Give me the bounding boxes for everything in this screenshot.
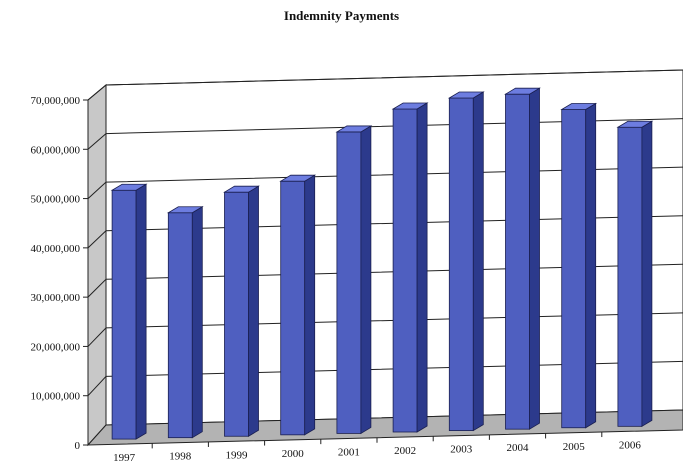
bar-side	[641, 120, 653, 428]
gridlines	[87, 69, 683, 397]
bar-top	[447, 91, 485, 99]
bar	[110, 183, 148, 440]
bar-top	[166, 206, 204, 214]
bar-top	[560, 103, 598, 110]
y-tick-label: 20,000,000	[31, 341, 81, 353]
bar-side	[529, 87, 540, 430]
y-axis-ticks: 0 10,000,000 20,000,000 30,000,000 40,000,00…	[31, 95, 88, 452]
y-tick-label: 40,000,000	[31, 243, 81, 255]
gridline	[87, 166, 683, 199]
bar-front	[336, 131, 362, 434]
bar-front	[111, 189, 137, 440]
gridline	[87, 215, 683, 249]
bar-side	[360, 125, 372, 435]
bar-top	[223, 185, 260, 193]
bar-front	[617, 126, 643, 427]
bar	[560, 102, 598, 429]
chart-title: Indemnity Payments	[283, 8, 400, 23]
bar	[279, 174, 317, 436]
bar-front	[448, 97, 474, 431]
x-tick-label: 2004	[507, 442, 530, 454]
y-tick-label: 10,000,000	[31, 391, 81, 403]
bar-front	[561, 109, 587, 429]
gridline	[87, 312, 683, 347]
y-tick-label: 70,000,000	[31, 95, 81, 107]
bar-front	[280, 180, 306, 436]
side-wall	[87, 83, 107, 447]
bar	[335, 125, 373, 435]
bar-side	[135, 183, 147, 440]
x-axis-ticks: 1997 1998 1999 2000 2001 2002 2003 2004 2005 2006	[113, 432, 641, 464]
bar	[391, 102, 429, 433]
bar-top	[504, 87, 541, 95]
x-tick-label: 2002	[394, 445, 416, 457]
bar-side	[191, 206, 203, 439]
bar	[616, 120, 654, 428]
bar-side	[472, 91, 484, 432]
bar-front	[392, 108, 418, 433]
gridline	[87, 263, 683, 298]
bar-front	[167, 212, 193, 439]
bar-side	[304, 174, 316, 436]
gridline	[87, 118, 683, 150]
bar-front	[505, 93, 530, 430]
bar	[223, 185, 260, 437]
x-tick-label: 1997	[113, 452, 136, 464]
y-tick-label: 60,000,000	[31, 144, 81, 156]
bar-side	[416, 102, 428, 433]
bar	[166, 206, 204, 439]
bar-side	[248, 185, 259, 437]
bar-top	[110, 183, 148, 191]
bar	[447, 91, 485, 432]
bar-side	[585, 102, 597, 429]
y-tick-label: 50,000,000	[31, 194, 81, 206]
y-tick-label: 0	[75, 440, 81, 452]
bar-top	[391, 102, 429, 110]
bar-top	[279, 174, 317, 182]
gridline	[87, 69, 683, 101]
bar-front	[224, 191, 249, 437]
bar	[504, 87, 541, 430]
x-tick-label: 1999	[226, 449, 249, 461]
x-tick-label: 1998	[169, 451, 192, 463]
x-tick-label: 2005	[563, 441, 586, 453]
bar-top	[616, 120, 654, 128]
y-tick-label: 30,000,000	[31, 292, 81, 304]
gridline	[87, 360, 683, 397]
bars	[110, 87, 654, 440]
x-tick-label: 2006	[619, 439, 642, 451]
x-tick-label: 2001	[338, 446, 360, 458]
x-tick-label: 2000	[282, 448, 305, 460]
x-tick-label: 2003	[450, 444, 473, 456]
bar-top	[335, 125, 373, 133]
